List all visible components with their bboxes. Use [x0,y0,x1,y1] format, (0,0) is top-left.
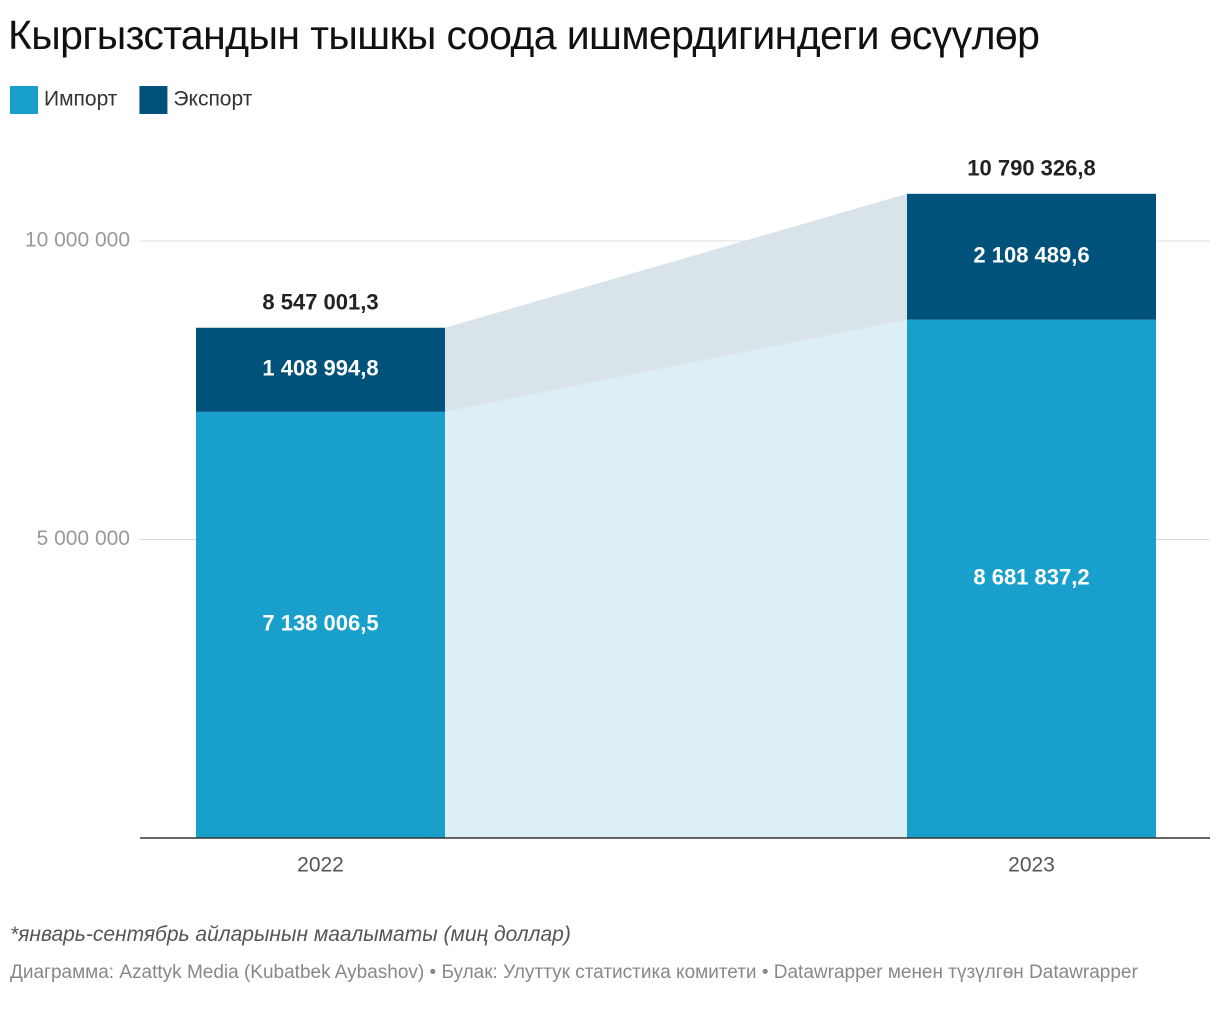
note: *январь-сентябрь айларынын маалыматы (ми… [10,923,571,946]
total-label: 8 547 001,3 [262,290,378,315]
bar-segment [907,319,1156,838]
source: Диаграмма: Azattyk Media (Kubatbek Aybas… [10,962,1138,983]
x-tick-label: 2023 [1008,854,1055,877]
value-label: 1 408 994,8 [262,356,378,381]
bar-segment [196,327,445,412]
connector-area [445,319,907,838]
y-tick-label: 10 000 000 [25,229,130,252]
connector-area [445,193,907,412]
legend-swatch [10,86,38,114]
legend-label: Импорт [44,88,118,111]
bar-segment [907,193,1156,320]
y-tick-label: 5 000 000 [37,527,130,550]
legend-swatch [139,86,168,114]
value-label: 2 108 489,6 [973,243,1089,268]
chart-title: Кыргызстандын тышкы соода ишмердигиндеги… [8,12,1039,58]
x-tick-label: 2022 [297,854,344,877]
value-label: 8 681 837,2 [973,565,1089,590]
legend-label: Экспорт [173,88,252,111]
value-label: 7 138 006,5 [262,611,378,636]
total-label: 10 790 326,8 [967,156,1095,181]
bar-segment [196,411,445,838]
